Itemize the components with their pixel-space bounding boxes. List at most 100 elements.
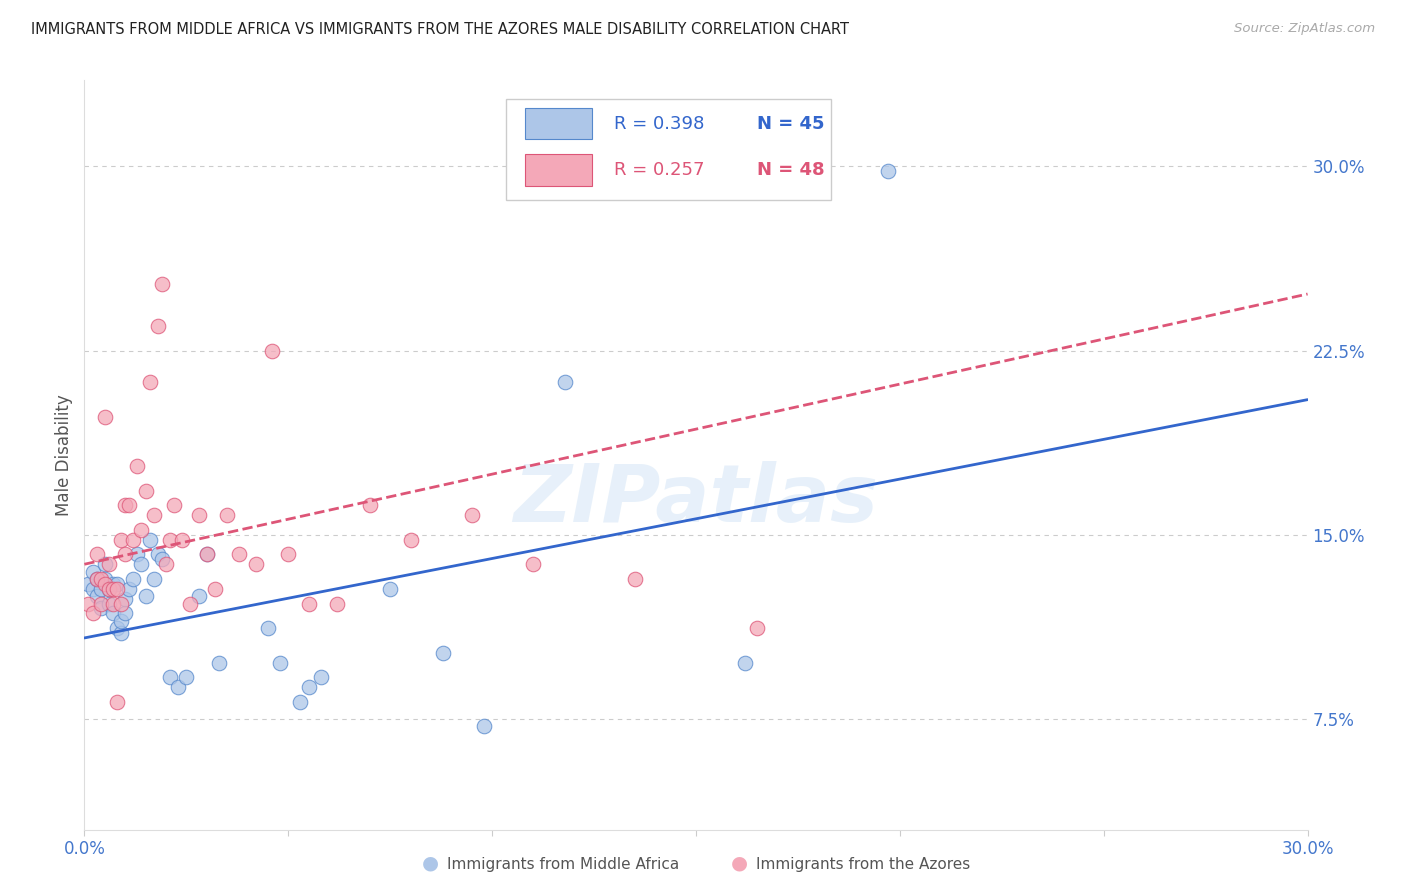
Point bbox=[101, 597, 124, 611]
FancyBboxPatch shape bbox=[524, 108, 592, 139]
Text: N = 45: N = 45 bbox=[758, 115, 825, 133]
Point bbox=[142, 508, 165, 522]
Text: R = 0.398: R = 0.398 bbox=[614, 115, 704, 133]
Point bbox=[105, 577, 128, 591]
Point bbox=[298, 680, 321, 694]
Point bbox=[93, 572, 115, 586]
Point bbox=[118, 498, 141, 512]
Point bbox=[131, 523, 153, 537]
Point bbox=[187, 508, 209, 522]
Point bbox=[359, 498, 381, 512]
Point bbox=[114, 498, 136, 512]
Point bbox=[399, 533, 422, 547]
Point bbox=[110, 626, 132, 640]
Point bbox=[97, 582, 120, 596]
Point bbox=[277, 548, 299, 562]
Point bbox=[260, 343, 283, 358]
Point bbox=[155, 558, 177, 572]
Text: IMMIGRANTS FROM MIDDLE AFRICA VS IMMIGRANTS FROM THE AZORES MALE DISABILITY CORR: IMMIGRANTS FROM MIDDLE AFRICA VS IMMIGRA… bbox=[31, 22, 849, 37]
Point bbox=[380, 582, 402, 596]
Point bbox=[97, 597, 120, 611]
Point bbox=[269, 656, 291, 670]
Point bbox=[82, 582, 104, 596]
Point bbox=[257, 621, 280, 635]
Point bbox=[747, 621, 769, 635]
Point bbox=[105, 621, 128, 635]
Point bbox=[101, 582, 124, 596]
Point bbox=[114, 607, 136, 621]
Text: ●: ● bbox=[731, 854, 748, 872]
Y-axis label: Male Disability: Male Disability bbox=[55, 394, 73, 516]
Text: Immigrants from the Azores: Immigrants from the Azores bbox=[756, 857, 970, 872]
Point bbox=[554, 376, 576, 390]
Point bbox=[522, 558, 544, 572]
Point bbox=[118, 582, 141, 596]
Point bbox=[90, 572, 112, 586]
Point bbox=[97, 582, 120, 596]
Point bbox=[93, 577, 115, 591]
Point bbox=[195, 548, 218, 562]
Point bbox=[734, 656, 756, 670]
Point bbox=[93, 409, 115, 424]
Point bbox=[110, 597, 132, 611]
Point bbox=[93, 558, 115, 572]
Point bbox=[326, 597, 349, 611]
Point bbox=[138, 533, 160, 547]
Point bbox=[146, 548, 169, 562]
Point bbox=[86, 572, 108, 586]
Point bbox=[105, 582, 128, 596]
Point bbox=[245, 558, 267, 572]
Point bbox=[472, 719, 495, 733]
Text: N = 48: N = 48 bbox=[758, 161, 825, 179]
Point bbox=[309, 670, 332, 684]
Point bbox=[97, 558, 120, 572]
Point bbox=[142, 572, 165, 586]
Point bbox=[101, 577, 124, 591]
Point bbox=[159, 670, 181, 684]
Point bbox=[138, 376, 160, 390]
Point bbox=[127, 548, 149, 562]
Point bbox=[298, 597, 321, 611]
Point bbox=[228, 548, 250, 562]
Point bbox=[105, 695, 128, 709]
Point bbox=[122, 572, 145, 586]
Point bbox=[110, 614, 132, 628]
Point bbox=[90, 582, 112, 596]
Point bbox=[77, 577, 100, 591]
Point bbox=[127, 458, 149, 473]
Point bbox=[159, 533, 181, 547]
Point bbox=[876, 164, 898, 178]
Point bbox=[101, 607, 124, 621]
Point bbox=[86, 572, 108, 586]
Point bbox=[90, 601, 112, 615]
Text: Source: ZipAtlas.com: Source: ZipAtlas.com bbox=[1234, 22, 1375, 36]
FancyBboxPatch shape bbox=[524, 154, 592, 186]
Point bbox=[179, 597, 201, 611]
Point bbox=[135, 483, 157, 498]
Point bbox=[624, 572, 647, 586]
Point bbox=[208, 656, 231, 670]
Point bbox=[114, 548, 136, 562]
Point bbox=[114, 591, 136, 606]
Point bbox=[77, 597, 100, 611]
Point bbox=[135, 589, 157, 603]
Point bbox=[290, 695, 312, 709]
Point bbox=[110, 533, 132, 547]
Point bbox=[150, 277, 173, 292]
Point bbox=[86, 589, 108, 603]
Point bbox=[172, 533, 194, 547]
FancyBboxPatch shape bbox=[506, 99, 831, 200]
Text: ZIPatlas: ZIPatlas bbox=[513, 461, 879, 539]
Point bbox=[167, 680, 190, 694]
Text: R = 0.257: R = 0.257 bbox=[614, 161, 704, 179]
Point bbox=[90, 597, 112, 611]
Point bbox=[187, 589, 209, 603]
Point bbox=[195, 548, 218, 562]
Point bbox=[146, 318, 169, 333]
Point bbox=[131, 558, 153, 572]
Point bbox=[432, 646, 454, 660]
Point bbox=[174, 670, 197, 684]
Point bbox=[122, 533, 145, 547]
Point bbox=[217, 508, 239, 522]
Point bbox=[204, 582, 226, 596]
